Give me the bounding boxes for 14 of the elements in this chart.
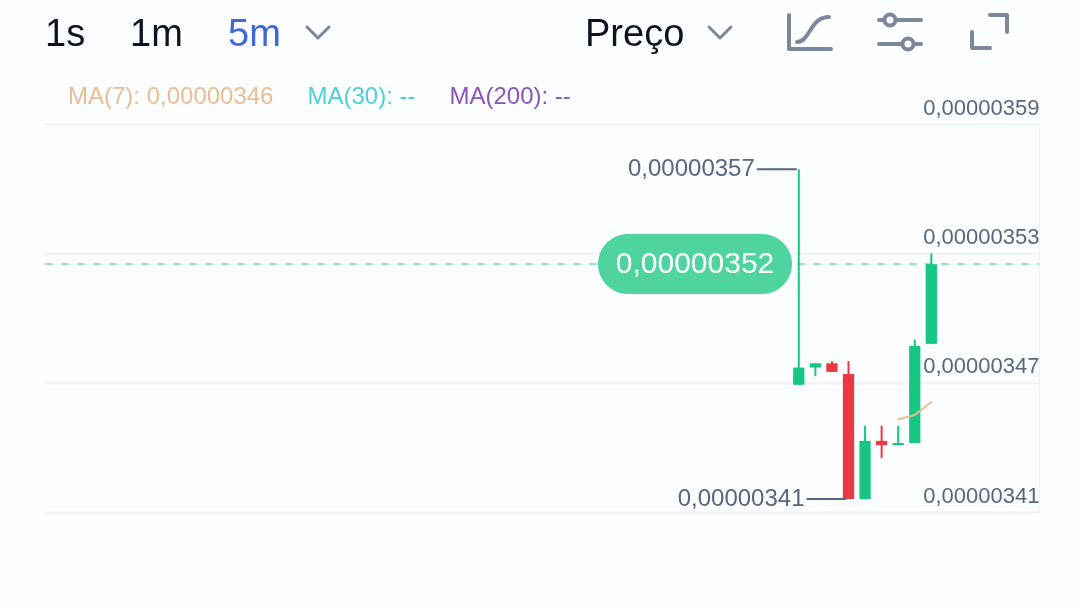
text: MA(7): 0,00000346 (68, 82, 274, 110)
ref-line-label: 0,00000352 (615, 246, 775, 280)
legend-label: MA(200): -- (449, 82, 571, 110)
text: 5m (228, 11, 281, 55)
y-tick-label: 0,00000347 (923, 353, 1040, 379)
annotation: 0,00000341 (677, 484, 805, 512)
y-tick-label: 0,00000359 (923, 94, 1040, 120)
text: 1m (130, 11, 183, 55)
annotation: 0,00000357 (627, 154, 755, 182)
y-tick-label: 0,00000353 (923, 223, 1040, 249)
text: Preço (585, 11, 685, 55)
legend-label: MA(30): -- (307, 82, 416, 110)
text: 1s (45, 11, 86, 55)
y-tick-label: 0,00000341 (923, 482, 1040, 508)
